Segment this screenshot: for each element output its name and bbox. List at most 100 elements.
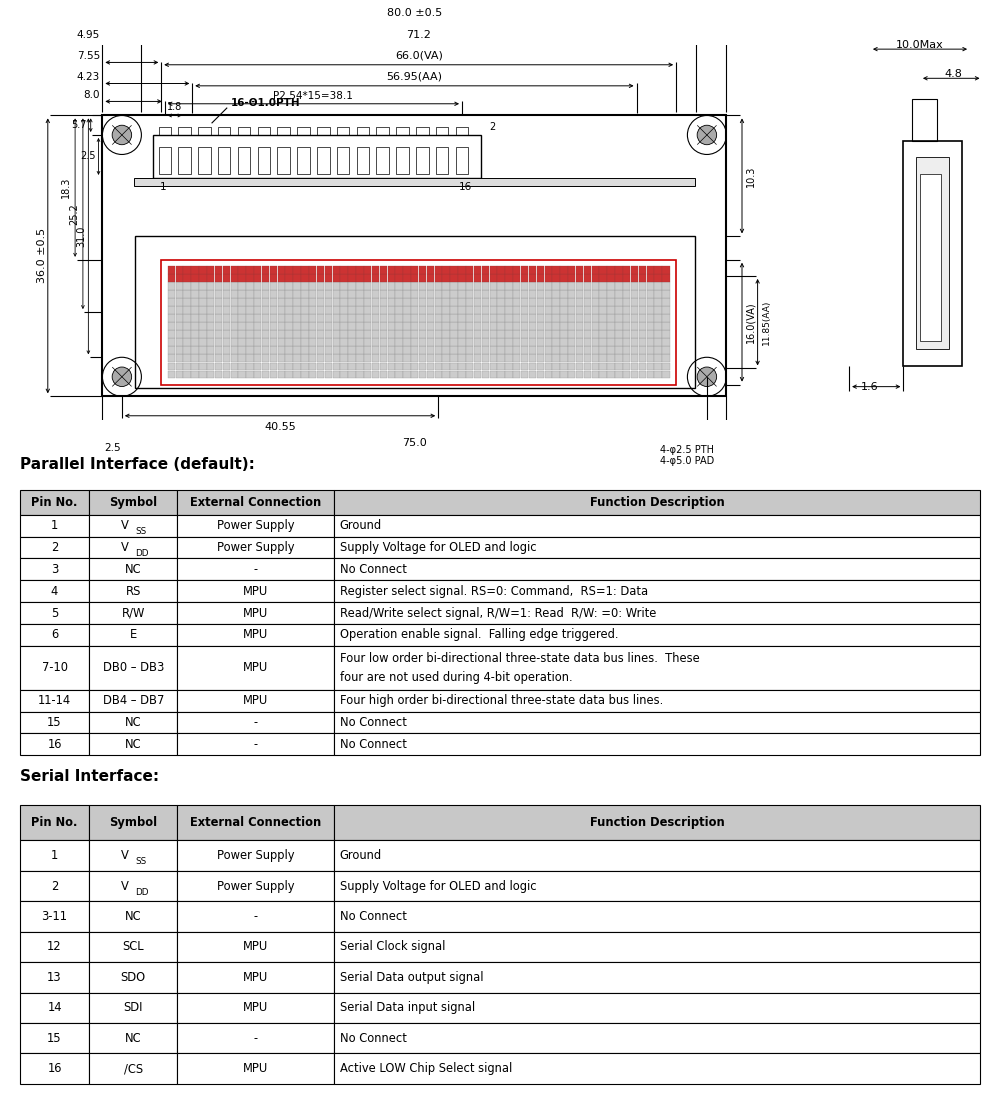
- Bar: [325, 275, 332, 282]
- Bar: [20, 624, 89, 645]
- Bar: [435, 290, 442, 298]
- Bar: [278, 267, 285, 273]
- Bar: [89, 580, 177, 602]
- Bar: [356, 339, 364, 346]
- Bar: [920, 174, 941, 341]
- Bar: [176, 290, 183, 298]
- Bar: [513, 307, 520, 314]
- Bar: [301, 339, 309, 346]
- Bar: [552, 314, 560, 322]
- Bar: [521, 339, 528, 346]
- Bar: [334, 1023, 980, 1054]
- Bar: [592, 290, 599, 298]
- Bar: [576, 307, 583, 314]
- Bar: [576, 362, 583, 370]
- Bar: [348, 362, 356, 370]
- Bar: [246, 339, 254, 346]
- Text: MPU: MPU: [243, 1001, 268, 1014]
- Bar: [364, 282, 371, 290]
- Bar: [262, 290, 269, 298]
- Bar: [395, 314, 403, 322]
- Bar: [623, 322, 630, 330]
- Bar: [560, 267, 568, 273]
- Bar: [435, 298, 442, 306]
- Bar: [309, 322, 316, 330]
- Bar: [340, 339, 348, 346]
- Bar: [317, 339, 324, 346]
- Text: V: V: [121, 519, 128, 532]
- Bar: [419, 322, 426, 330]
- Bar: [395, 322, 403, 330]
- Bar: [411, 290, 418, 298]
- Bar: [356, 275, 364, 282]
- Text: No Connect: No Connect: [340, 738, 407, 751]
- Bar: [388, 282, 395, 290]
- Bar: [474, 282, 481, 290]
- Bar: [513, 267, 520, 273]
- Bar: [592, 362, 599, 370]
- Bar: [395, 275, 403, 282]
- Bar: [238, 354, 246, 362]
- Bar: [490, 307, 497, 314]
- Bar: [474, 322, 481, 330]
- Bar: [176, 275, 183, 282]
- Bar: [576, 371, 583, 379]
- Bar: [623, 330, 630, 338]
- Bar: [278, 346, 285, 354]
- Bar: [450, 307, 458, 314]
- Bar: [325, 362, 332, 370]
- Bar: [442, 371, 450, 379]
- Bar: [199, 298, 207, 306]
- Bar: [153, 135, 481, 178]
- Bar: [254, 371, 261, 379]
- Bar: [168, 267, 175, 273]
- Bar: [309, 314, 316, 322]
- Bar: [340, 346, 348, 354]
- Bar: [191, 307, 199, 314]
- Bar: [278, 362, 285, 370]
- Bar: [490, 298, 497, 306]
- Bar: [552, 339, 560, 346]
- Bar: [177, 871, 334, 901]
- Bar: [277, 146, 290, 174]
- Bar: [623, 314, 630, 322]
- Bar: [560, 346, 568, 354]
- Bar: [348, 298, 356, 306]
- Bar: [505, 339, 513, 346]
- Bar: [497, 362, 505, 370]
- Bar: [89, 690, 177, 712]
- Text: External Connection: External Connection: [190, 496, 321, 509]
- Text: SS: SS: [135, 527, 146, 536]
- Text: 1.8: 1.8: [167, 102, 182, 112]
- Bar: [537, 282, 544, 290]
- Bar: [293, 371, 301, 379]
- Bar: [388, 275, 395, 282]
- Bar: [270, 282, 277, 290]
- Bar: [325, 346, 332, 354]
- Bar: [529, 275, 536, 282]
- Bar: [662, 362, 670, 370]
- Bar: [513, 275, 520, 282]
- Bar: [246, 362, 254, 370]
- Text: 16-Θ1.0PTH: 16-Θ1.0PTH: [231, 97, 301, 107]
- Bar: [231, 267, 238, 273]
- Bar: [599, 307, 607, 314]
- Bar: [356, 346, 364, 354]
- Bar: [270, 330, 277, 338]
- Bar: [333, 267, 340, 273]
- Text: 16: 16: [47, 738, 62, 751]
- Text: Active LOW Chip Select signal: Active LOW Chip Select signal: [340, 1062, 512, 1075]
- Bar: [584, 290, 591, 298]
- Bar: [474, 314, 481, 322]
- Bar: [639, 290, 646, 298]
- Bar: [388, 267, 395, 273]
- Bar: [615, 354, 623, 362]
- Bar: [89, 901, 177, 932]
- Bar: [207, 371, 214, 379]
- Bar: [631, 330, 638, 338]
- Bar: [458, 330, 466, 338]
- Bar: [207, 282, 214, 290]
- Text: 6: 6: [51, 629, 58, 641]
- Bar: [395, 267, 403, 273]
- Bar: [513, 371, 520, 379]
